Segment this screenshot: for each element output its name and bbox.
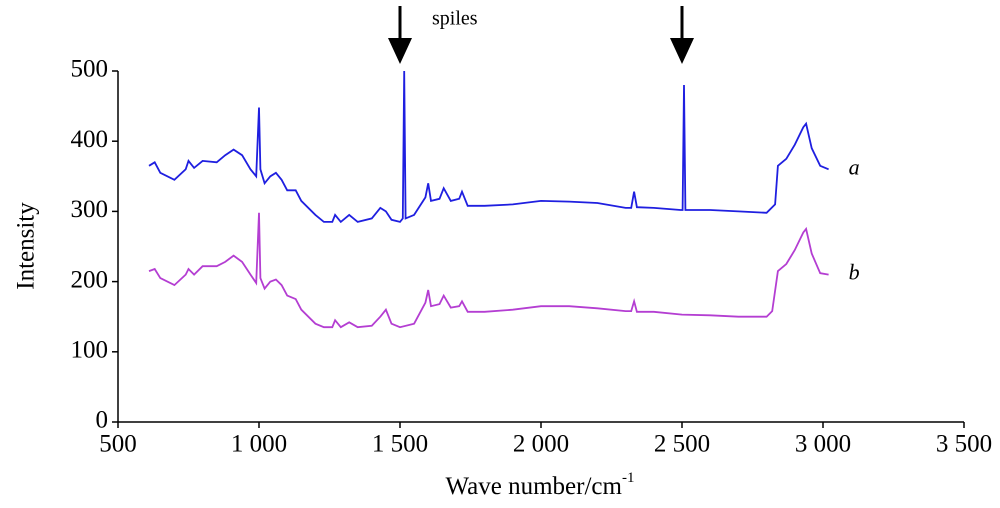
- annotation-arrow: [670, 6, 694, 64]
- arrow-head: [670, 38, 694, 64]
- x-tick-label: 1 500: [372, 431, 428, 458]
- x-axis-label: Wave number/cm-1: [446, 470, 635, 499]
- y-tick-label: 100: [71, 337, 109, 364]
- annotation-text: spiles: [432, 8, 478, 30]
- x-tick-label: 1 000: [231, 431, 287, 458]
- x-tick-label: 500: [99, 431, 137, 458]
- annotation-arrow: [388, 6, 412, 64]
- x-axis-label-text: Wave number/cm: [446, 473, 623, 500]
- series-label: a: [849, 154, 860, 179]
- x-tick-label: 2 500: [654, 431, 710, 458]
- x-axis-label-sup: -1: [622, 470, 635, 486]
- y-tick-label: 200: [71, 266, 109, 293]
- y-axis-label: Intensity: [13, 202, 40, 290]
- y-tick-label: 0: [96, 407, 109, 434]
- series-line: [148, 70, 829, 224]
- y-tick-label: 400: [71, 126, 109, 153]
- x-tick-label: 3 000: [795, 431, 851, 458]
- series-label: b: [849, 260, 860, 285]
- arrow-head: [388, 38, 412, 64]
- y-tick-label: 300: [71, 196, 109, 223]
- y-tick-label: 500: [71, 56, 109, 83]
- x-tick-label: 2 000: [513, 431, 569, 458]
- x-tick-label: 3 500: [936, 431, 992, 458]
- series-line: [148, 212, 829, 329]
